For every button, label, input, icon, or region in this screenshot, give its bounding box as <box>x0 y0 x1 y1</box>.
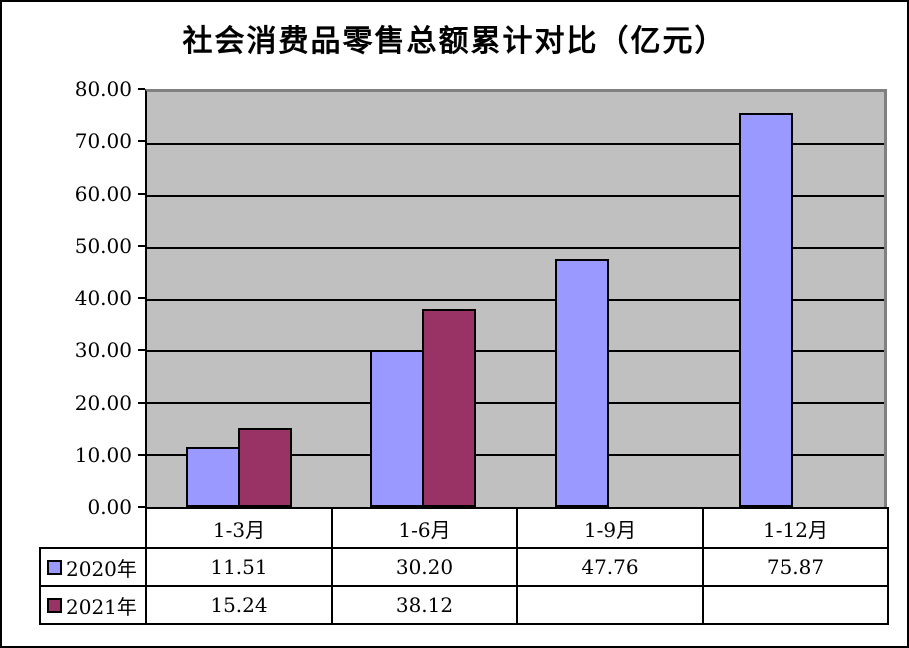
gridline <box>147 402 884 404</box>
y-axis-tick-label: 20.00 <box>74 391 132 415</box>
value-cell: 47.76 <box>516 547 704 587</box>
bar-series0-cat0 <box>186 447 240 507</box>
y-axis-tick-label: 10.00 <box>74 443 132 467</box>
legend-series-name: 2020年 <box>66 556 137 581</box>
gridline <box>147 350 884 352</box>
y-axis-tick-mark <box>138 297 145 299</box>
table-corner-blank <box>40 508 146 548</box>
gridline <box>147 143 884 145</box>
legend-series-name: 2021年 <box>66 594 137 619</box>
value-cell: 38.12 <box>331 585 518 625</box>
chart-title: 社会消费品零售总额累计对比（亿元） <box>182 24 727 59</box>
legend-cell: 2020年 <box>39 547 147 587</box>
table-header-row: 1-3月 1-6月 1-9月 1-12月 <box>40 507 889 549</box>
data-table: 1-3月 1-6月 1-9月 1-12月 2020年 11.51 30.20 47.76 75.… <box>39 507 889 625</box>
gridline <box>147 195 884 197</box>
gridline <box>147 454 884 456</box>
y-axis-tick-label: 40.00 <box>74 286 132 310</box>
category-header-cell: 1-12月 <box>702 507 889 549</box>
plot-area <box>145 89 887 509</box>
data-table-body: 1-3月 1-6月 1-9月 1-12月 2020年 11.51 30.20 47.76 75.… <box>39 507 889 625</box>
value-cell <box>516 585 704 625</box>
legend-key-icon <box>47 597 62 613</box>
y-axis-tick-mark <box>138 245 145 247</box>
y-axis-tick-label: 0.00 <box>87 495 132 519</box>
value-cell: 11.51 <box>145 547 333 587</box>
category-header-cell: 1-6月 <box>331 507 518 549</box>
y-axis-tick-mark <box>138 193 145 195</box>
bar-series0-cat2 <box>555 259 609 507</box>
category-header-cell: 1-9月 <box>516 507 704 549</box>
y-axis-tick-mark <box>138 349 145 351</box>
category-header-cell: 1-3月 <box>145 507 333 549</box>
value-cell: 30.20 <box>331 547 518 587</box>
y-axis-tick-mark <box>138 402 145 404</box>
y-axis-tick-label: 30.00 <box>74 338 132 362</box>
bar-series0-cat1 <box>370 350 424 507</box>
series-row-1: 2021年 15.24 38.12 <box>39 585 889 625</box>
value-cell: 75.87 <box>702 547 889 587</box>
bar-series1-cat1 <box>422 309 476 507</box>
y-axis-tick-mark <box>138 506 145 508</box>
y-axis-tick-label: 60.00 <box>74 182 132 206</box>
series-row-0: 2020年 11.51 30.20 47.76 75.87 <box>39 547 889 587</box>
y-axis-tick-mark <box>138 88 145 90</box>
y-axis-tick-mark <box>138 454 145 456</box>
bar-series1-cat0 <box>238 428 292 507</box>
legend-key-icon <box>47 559 62 575</box>
y-axis-tick-label: 80.00 <box>74 77 132 101</box>
y-axis-tick-label: 50.00 <box>74 234 132 258</box>
value-cell <box>702 585 889 625</box>
legend-cell: 2021年 <box>39 585 147 625</box>
bar-series0-cat3 <box>739 113 793 507</box>
gridline <box>147 299 884 301</box>
gridline <box>147 247 884 249</box>
value-cell: 15.24 <box>145 585 333 625</box>
y-axis-tick-mark <box>138 140 145 142</box>
y-axis-tick-label: 70.00 <box>74 129 132 153</box>
